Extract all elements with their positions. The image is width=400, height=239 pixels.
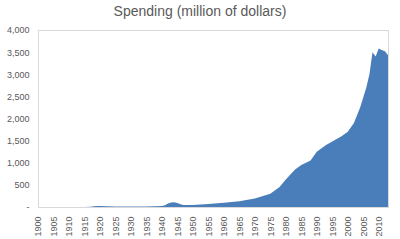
svg-text:1975: 1975: [266, 217, 276, 237]
svg-text:2,000: 2,000: [7, 114, 30, 124]
svg-text:1900: 1900: [33, 217, 43, 237]
svg-text:3,500: 3,500: [7, 48, 30, 58]
svg-text:1915: 1915: [80, 217, 90, 237]
svg-text:2000: 2000: [343, 217, 353, 237]
svg-text:2010: 2010: [374, 217, 384, 237]
html-text:Spending (million of dollars): Spending (million of dollars): [113, 3, 287, 19]
svg-text:1960: 1960: [219, 217, 229, 237]
svg-text:1945: 1945: [173, 217, 183, 237]
svg-text:1980: 1980: [281, 217, 291, 237]
svg-text:1970: 1970: [250, 217, 260, 237]
svg-text:1990: 1990: [312, 217, 322, 237]
svg-text:1955: 1955: [204, 217, 214, 237]
svg-text:1965: 1965: [235, 217, 245, 237]
svg-text:3,000: 3,000: [7, 70, 30, 80]
svg-text:1,000: 1,000: [7, 158, 30, 168]
svg-text:500: 500: [14, 180, 29, 190]
svg-text:1905: 1905: [49, 217, 59, 237]
svg-text:1925: 1925: [111, 217, 121, 237]
svg-text:1910: 1910: [64, 217, 74, 237]
svg-text:1940: 1940: [157, 217, 167, 237]
svg-text:1,500: 1,500: [7, 136, 30, 146]
svg-text:1985: 1985: [297, 217, 307, 237]
svg-text:4,000: 4,000: [7, 25, 30, 35]
svg-text:1995: 1995: [328, 217, 338, 237]
svg-text:1935: 1935: [142, 217, 152, 237]
svg-text:1930: 1930: [126, 217, 136, 237]
svg-text:2,500: 2,500: [7, 92, 30, 102]
svg-text:1950: 1950: [188, 217, 198, 237]
svg-text:1920: 1920: [95, 217, 105, 237]
svg-text:-: -: [27, 202, 30, 212]
svg-text:2005: 2005: [359, 217, 369, 237]
